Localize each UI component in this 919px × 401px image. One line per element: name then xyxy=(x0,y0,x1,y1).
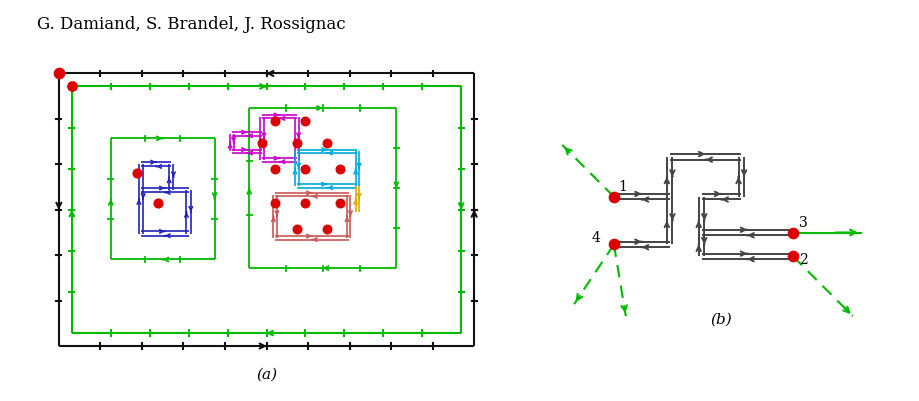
Text: 4: 4 xyxy=(592,231,601,245)
Point xyxy=(298,118,312,124)
Point xyxy=(320,140,335,146)
Point xyxy=(289,140,304,146)
Text: 2: 2 xyxy=(800,253,808,267)
Point xyxy=(267,200,282,207)
Text: (a): (a) xyxy=(256,367,277,381)
Text: 3: 3 xyxy=(800,216,808,229)
Point xyxy=(786,229,800,236)
Point xyxy=(130,170,144,176)
Point xyxy=(333,166,347,172)
Point xyxy=(51,70,66,77)
Point xyxy=(267,166,282,172)
Point xyxy=(786,253,800,259)
Point xyxy=(320,226,335,233)
Text: (b): (b) xyxy=(710,313,732,327)
Point xyxy=(267,118,282,124)
Point xyxy=(607,193,621,200)
Point xyxy=(64,83,79,90)
Point xyxy=(255,140,269,146)
Point xyxy=(298,200,312,207)
Point xyxy=(607,241,621,248)
Text: G. Damiand, S. Brandel, J. Rossignac: G. Damiand, S. Brandel, J. Rossignac xyxy=(37,16,346,33)
Text: 1: 1 xyxy=(618,180,627,194)
Point xyxy=(333,200,347,207)
Point xyxy=(151,200,165,207)
Point xyxy=(298,166,312,172)
Point xyxy=(289,226,304,233)
